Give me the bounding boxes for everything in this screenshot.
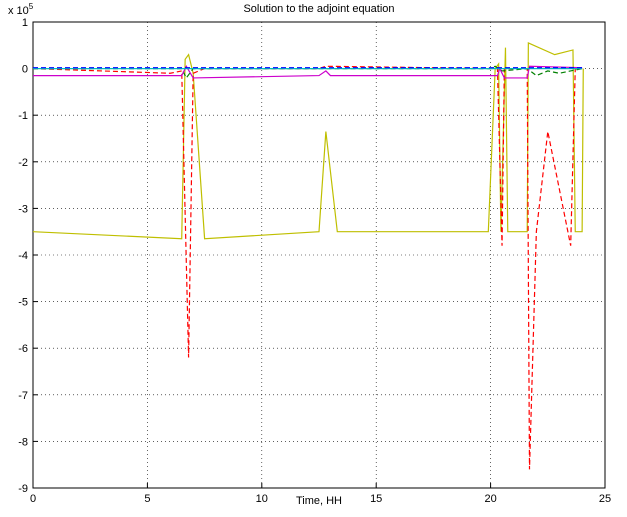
y-tick-label: -1 (18, 110, 28, 122)
y-tick-label: -9 (18, 483, 28, 495)
series-line (32, 42, 584, 240)
series-line (32, 65, 583, 470)
x-tick-label: 5 (144, 493, 150, 505)
x-tick-label: 10 (256, 493, 268, 505)
y-tick-label: -5 (18, 297, 28, 309)
x-tick-label: 15 (370, 493, 382, 505)
series-line (33, 65, 583, 79)
x-tick-label: 25 (599, 493, 611, 505)
y-tick-label: 0 (22, 64, 28, 76)
y-tick-label: -4 (18, 250, 28, 262)
y-tick-label: -3 (18, 203, 28, 215)
multiplier-base: x 10 (8, 5, 29, 17)
chart-title: Solution to the adjoint equation (243, 3, 394, 15)
y-tick-label: -8 (18, 436, 28, 448)
x-tick-label: 0 (30, 493, 36, 505)
multiplier-power: 5 (29, 2, 34, 11)
y-tick-label: 1 (22, 17, 28, 29)
y-tick-label: -7 (18, 390, 28, 402)
y-tick-label: -6 (18, 343, 28, 355)
y-tick-label: -2 (18, 157, 28, 169)
series-line (33, 65, 583, 80)
x-tick-label: 20 (484, 493, 496, 505)
x-axis-label: Time, HH (296, 495, 342, 507)
y-multiplier: x 105 (8, 2, 34, 17)
plot-area (32, 21, 606, 489)
